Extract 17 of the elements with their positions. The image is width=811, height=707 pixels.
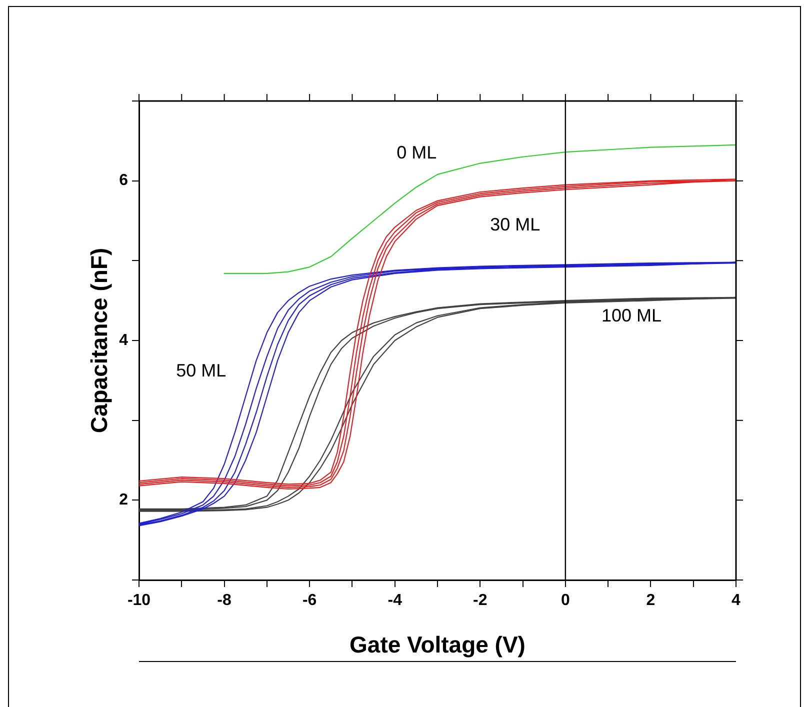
x-tick-label: -8 <box>217 592 232 610</box>
series-label: 50 ML <box>176 360 226 381</box>
x-tick-label: -6 <box>302 592 317 610</box>
series-label: 0 ML <box>396 142 437 163</box>
x-tick-label: 4 <box>732 592 741 610</box>
x-tick-label: -2 <box>473 592 488 610</box>
y-tick-label: 4 <box>119 332 128 349</box>
series-label: 100 ML <box>602 306 662 326</box>
x-tick-label: -4 <box>388 592 402 610</box>
series-label: 30 ML <box>490 214 540 235</box>
x-tick-label: 2 <box>646 592 656 610</box>
x-axis-title: Gate Voltage (V) <box>350 632 526 658</box>
y-tick-label: 6 <box>119 172 128 190</box>
x-tick-label: 0 <box>560 592 570 610</box>
y-axis-title: Capacitance (nF) <box>86 248 112 434</box>
y-tick-label: 2 <box>119 492 128 509</box>
x-tick-label: -10 <box>127 592 151 610</box>
